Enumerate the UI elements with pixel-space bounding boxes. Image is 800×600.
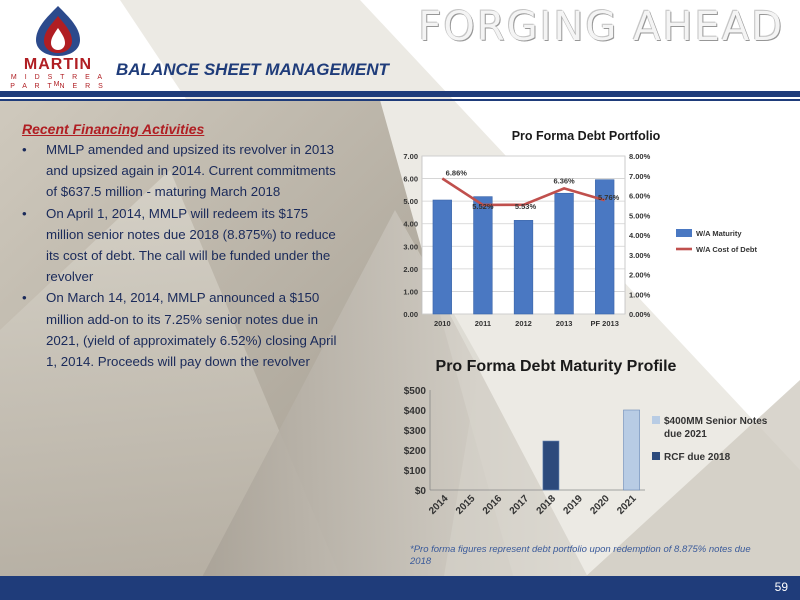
x-tick-label: 2015 bbox=[454, 493, 478, 517]
y-tick-label: 5.00 bbox=[403, 197, 418, 206]
y-tick-label: 4.00 bbox=[403, 220, 418, 229]
y2-tick-label: 1.00% bbox=[629, 290, 651, 299]
bullet-marker: • bbox=[22, 290, 27, 306]
y-tick-label: $300 bbox=[404, 426, 427, 437]
x-tick-label: 2017 bbox=[508, 493, 532, 517]
x-tick-label: 2010 bbox=[434, 319, 451, 328]
y-tick-label: $500 bbox=[404, 386, 427, 397]
y2-tick-label: 6.00% bbox=[629, 192, 651, 201]
x-tick-label: PF 2013 bbox=[591, 319, 619, 328]
bullet-marker: • bbox=[22, 205, 27, 221]
financing-text-block: Recent Financing Activities • MMLP amende… bbox=[22, 121, 342, 372]
chart-title: Pro Forma Debt Portfolio bbox=[512, 129, 661, 143]
bar bbox=[595, 179, 615, 315]
x-tick-label: 2019 bbox=[561, 493, 585, 517]
data-label: 6.36% bbox=[553, 176, 575, 185]
x-tick-label: 2020 bbox=[588, 493, 612, 517]
bar bbox=[623, 409, 640, 491]
x-tick-label: 2016 bbox=[481, 493, 505, 517]
x-tick-label: 2013 bbox=[556, 319, 573, 328]
bullet-item: • On March 14, 2014, MMLP announced a $15… bbox=[22, 287, 342, 372]
y2-tick-label: 3.00% bbox=[629, 251, 651, 260]
bullet-text: MMLP amended and upsized its revolver in… bbox=[46, 142, 336, 200]
chart-title: Pro Forma Debt Maturity Profile bbox=[436, 358, 677, 375]
financing-bullet-list: • MMLP amended and upsized its revolver i… bbox=[22, 139, 342, 372]
y-tick-label: 6.00 bbox=[403, 175, 418, 184]
legend-swatch bbox=[652, 452, 660, 460]
x-tick-label: 2012 bbox=[515, 319, 532, 328]
legend-swatch bbox=[676, 229, 692, 237]
x-tick-label: 2011 bbox=[475, 319, 491, 328]
financing-heading: Recent Financing Activities bbox=[22, 121, 205, 137]
legend-label: due 2021 bbox=[664, 429, 707, 440]
x-tick-label: 2018 bbox=[535, 493, 559, 517]
x-tick-label: 2014 bbox=[427, 493, 451, 517]
footer-bar: 59 bbox=[0, 576, 800, 600]
logo-subtitle-2: P A R T N E R S bbox=[10, 83, 106, 90]
footnote: *Pro forma figures represent debt portfo… bbox=[410, 544, 751, 567]
y-tick-label: 1.00 bbox=[403, 287, 418, 296]
data-label: 5.76% bbox=[598, 193, 620, 202]
y-tick-label: $100 bbox=[404, 466, 427, 477]
company-logo: MARTIN M I D S T R E A M P A R T N E R S bbox=[8, 4, 108, 96]
logo-subtitle-1: M I D S T R E A M bbox=[10, 74, 106, 88]
x-tick-label: 2021 bbox=[615, 493, 639, 517]
bullet-item: • MMLP amended and upsized its revolver i… bbox=[22, 139, 342, 203]
bullet-item: • On April 1, 2014, MMLP will redeem its … bbox=[22, 203, 342, 288]
y2-tick-label: 8.00% bbox=[629, 152, 651, 161]
bar bbox=[542, 440, 560, 491]
header-rule-thin bbox=[0, 99, 800, 101]
legend-label: $400MM Senior Notes bbox=[664, 416, 768, 427]
bar bbox=[432, 199, 452, 315]
legend-label: W/A Maturity bbox=[696, 229, 742, 238]
data-label: 5.52% bbox=[472, 202, 494, 211]
data-label: 6.86% bbox=[446, 169, 468, 178]
y-tick-label: 2.00 bbox=[403, 265, 418, 274]
bullet-text: On April 1, 2014, MMLP will redeem its $… bbox=[46, 205, 336, 285]
page-title: FORGING AHEAD bbox=[418, 4, 784, 50]
bar bbox=[513, 220, 534, 315]
bullet-text: On March 14, 2014, MMLP announced a $150… bbox=[46, 290, 337, 370]
bullet-marker: • bbox=[22, 142, 27, 157]
bar bbox=[554, 192, 574, 315]
debt-portfolio-chart: Pro Forma Debt Portfolio 0.00 1.00 2.00 3.00… bbox=[403, 129, 757, 328]
y-tick-label: $400 bbox=[404, 406, 427, 417]
y2-tick-label: 5.00% bbox=[629, 211, 651, 220]
y2-tick-label: 2.00% bbox=[629, 271, 651, 280]
series-line bbox=[441, 177, 606, 207]
bar bbox=[473, 196, 493, 315]
logo-name: MARTIN bbox=[23, 56, 93, 73]
y2-tick-label: 0.00% bbox=[629, 310, 651, 319]
flame-logo-icon bbox=[36, 6, 80, 56]
header-rule bbox=[0, 91, 800, 97]
page-number: 59 bbox=[774, 580, 788, 594]
data-label: 5.53% bbox=[515, 202, 537, 211]
y-tick-label: $0 bbox=[415, 486, 427, 497]
y2-tick-label: 7.00% bbox=[629, 172, 651, 181]
y-tick-label: $200 bbox=[404, 446, 427, 457]
debt-maturity-chart: Pro Forma Debt Maturity Profile $0 $100 $20… bbox=[404, 358, 768, 517]
legend-swatch bbox=[652, 416, 660, 424]
y-tick-label: 0.00 bbox=[403, 310, 418, 319]
legend-label: W/A Cost of Debt bbox=[696, 245, 757, 254]
y2-tick-label: 4.00% bbox=[629, 231, 651, 240]
section-title: BALANCE SHEET MANAGEMENT bbox=[116, 60, 389, 79]
y-tick-label: 7.00 bbox=[403, 152, 418, 161]
y-tick-label: 3.00 bbox=[403, 242, 418, 251]
legend-label: RCF due 2018 bbox=[664, 452, 731, 463]
